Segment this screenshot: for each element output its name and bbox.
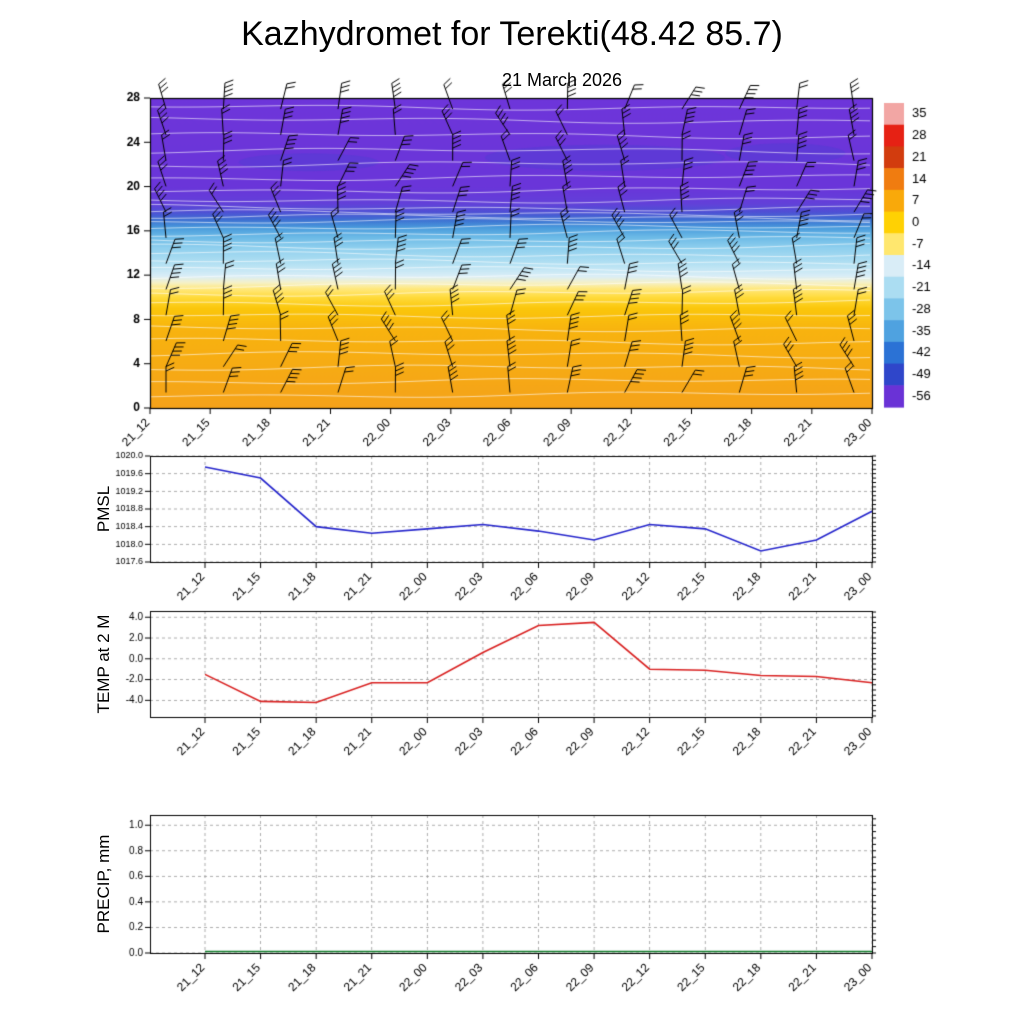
precip-axis-label: PRECIP, mm — [94, 834, 113, 934]
temp-axis-label: TEMP at 2 M — [94, 614, 113, 714]
date-subtitle: 21 March 2026 — [501, 70, 623, 90]
pmsl-axis-label: PMSL — [94, 485, 113, 533]
page-title: Kazhydromet for Terekti(48.42 85.7) — [241, 15, 783, 53]
